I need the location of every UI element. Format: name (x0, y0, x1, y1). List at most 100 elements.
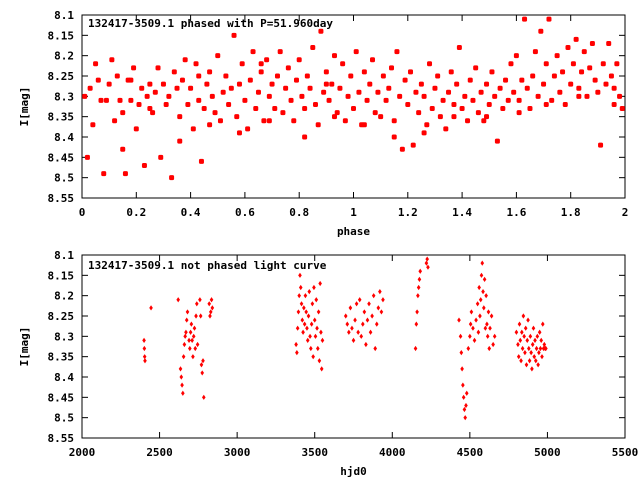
data-point (120, 146, 126, 152)
data-point (463, 415, 468, 421)
data-point (320, 337, 325, 343)
x-tick-label: 1.2 (398, 206, 418, 219)
data-point (576, 85, 582, 91)
data-point (353, 49, 359, 55)
y-tick-label: 8.25 (48, 310, 75, 323)
x-tick-label: 1 (350, 206, 357, 219)
data-point (528, 333, 533, 339)
data-point (131, 65, 137, 71)
data-point (475, 301, 480, 307)
data-point (242, 97, 248, 103)
data-point (106, 81, 112, 87)
data-point (309, 321, 314, 327)
data-point (93, 61, 99, 67)
data-point (340, 61, 346, 67)
data-point (394, 49, 400, 55)
data-point (472, 337, 477, 343)
data-point (543, 101, 549, 107)
data-point (389, 65, 395, 71)
data-point (448, 69, 454, 75)
x-tick-label: 4000 (379, 446, 406, 459)
data-point (101, 171, 107, 177)
data-point (343, 313, 348, 319)
data-point (513, 53, 519, 59)
y-tick-label: 8.5 (54, 412, 74, 425)
data-point (581, 49, 587, 55)
data-point (311, 354, 315, 360)
x-tick-label: 0.2 (126, 206, 146, 219)
data-point (308, 333, 312, 339)
data-point (386, 85, 392, 91)
data-point (617, 93, 623, 99)
y-tick-label: 8.1 (54, 9, 74, 22)
data-point (516, 97, 522, 103)
data-point (207, 69, 213, 75)
data-point (310, 301, 315, 307)
data-point (117, 97, 123, 103)
data-point (261, 118, 267, 124)
data-point (309, 345, 313, 352)
data-point (305, 337, 310, 343)
data-point (315, 122, 321, 128)
data-point (364, 341, 368, 348)
data-point (194, 313, 198, 319)
data-point (451, 114, 457, 120)
y-tick-label: 8.3 (54, 330, 74, 343)
data-point (307, 85, 313, 91)
data-point (302, 134, 308, 140)
data-point (459, 106, 465, 112)
data-point (301, 329, 305, 335)
data-point (208, 309, 213, 315)
chart-title: 132417-3509.1 not phased light curve (88, 259, 327, 272)
data-point (217, 118, 223, 124)
data-point (266, 118, 272, 124)
data-point (522, 333, 526, 339)
data-point (489, 69, 495, 75)
data-point (527, 345, 531, 352)
data-point (226, 101, 232, 107)
data-point (464, 390, 469, 396)
data-point (505, 97, 511, 103)
data-point (570, 61, 576, 67)
data-point (247, 77, 253, 83)
data-point (298, 284, 303, 291)
data-point (549, 97, 555, 103)
data-point (120, 110, 126, 116)
data-point (543, 61, 549, 67)
data-point (565, 45, 571, 51)
data-point (142, 354, 147, 360)
data-point (302, 305, 306, 311)
data-point (306, 313, 311, 319)
data-point (471, 325, 475, 331)
data-point (486, 309, 491, 315)
data-point (372, 110, 378, 116)
data-point (462, 406, 467, 413)
data-point (418, 268, 423, 274)
data-point (383, 97, 389, 103)
data-point (538, 28, 544, 34)
data-point (223, 73, 229, 79)
data-point (318, 28, 324, 34)
data-point (443, 126, 449, 132)
x-tick-label: 2 (622, 206, 629, 219)
data-point (417, 276, 422, 282)
data-point (520, 329, 524, 335)
data-point (446, 89, 452, 95)
data-point (90, 122, 96, 128)
data-point (432, 85, 438, 91)
data-point (303, 293, 308, 299)
data-point (196, 97, 202, 103)
data-point (560, 69, 566, 75)
data-point (525, 337, 530, 343)
data-point (527, 106, 533, 112)
data-point (483, 325, 488, 331)
data-point (210, 305, 215, 311)
data-point (405, 101, 411, 107)
data-point (603, 81, 609, 87)
data-point (236, 81, 242, 87)
data-point (312, 284, 316, 291)
x-axis-label: phase (337, 225, 370, 238)
data-point (378, 289, 382, 295)
data-point (516, 354, 521, 360)
